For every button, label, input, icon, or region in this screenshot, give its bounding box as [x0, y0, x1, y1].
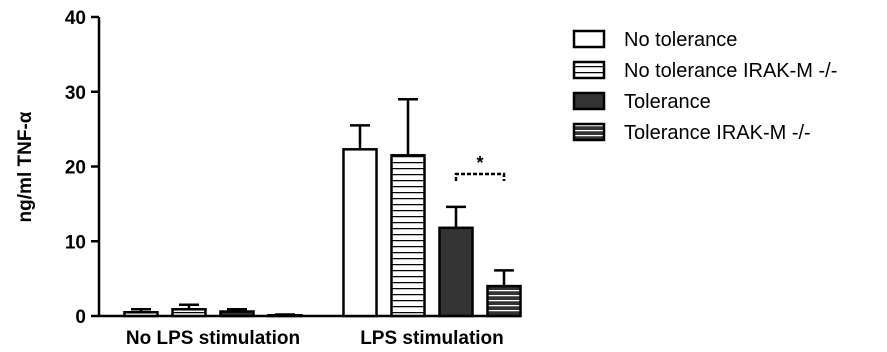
- bar: [438, 226, 474, 318]
- bar: [171, 308, 207, 318]
- bar: [390, 154, 426, 318]
- legend-label: Tolerance: [624, 91, 711, 113]
- bar: [219, 310, 255, 318]
- bar: [342, 148, 378, 318]
- y-axis: 0 10 20 30 40: [65, 8, 101, 328]
- bar: [123, 311, 159, 318]
- significance-star: *: [476, 153, 483, 173]
- legend-label: No tolerance: [624, 29, 737, 51]
- legend-swatch: [572, 60, 606, 80]
- y-tick-label: 30: [65, 83, 86, 104]
- legend-swatch: [572, 29, 606, 49]
- bars-group: [123, 97, 522, 318]
- legend-swatch: [572, 122, 606, 142]
- y-axis-title: ng/ml TNF-α: [15, 111, 36, 222]
- bar: [486, 284, 522, 318]
- legend-swatch: [572, 91, 606, 111]
- y-tick-label: 20: [65, 158, 86, 179]
- legend: No tolerance No tolerance IRAK-M -/- Toler…: [572, 29, 837, 144]
- y-tick-label: 0: [75, 307, 86, 328]
- category-label: No LPS stimulation: [126, 328, 300, 349]
- category-label: LPS stimulation: [360, 328, 504, 349]
- x-axis: No LPS stimulation LPS stimulation: [99, 314, 521, 349]
- significance-annotation: *: [454, 153, 506, 181]
- y-tick-label: 40: [65, 8, 86, 29]
- bar: [267, 314, 303, 318]
- y-tick-label: 10: [65, 232, 86, 253]
- legend-label: No tolerance IRAK-M -/-: [624, 60, 837, 82]
- significance-bracket: [454, 172, 506, 181]
- legend-label: Tolerance IRAK-M -/-: [624, 122, 811, 144]
